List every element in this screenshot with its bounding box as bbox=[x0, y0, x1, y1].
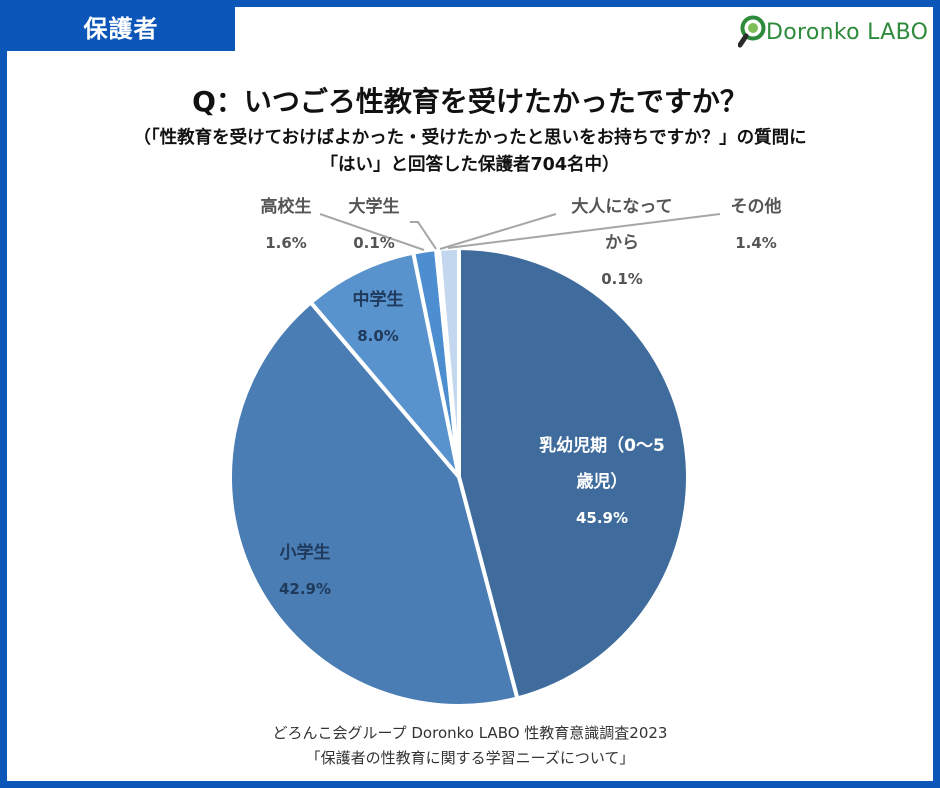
slice-value-5: 0.1% bbox=[601, 270, 643, 288]
pie-slices bbox=[228, 246, 690, 708]
slice-value-3: 1.6% bbox=[265, 234, 307, 252]
logo: Doronko LABO bbox=[738, 12, 928, 52]
slice-label-2: 中学生 bbox=[353, 289, 404, 310]
pie-slice-1 bbox=[228, 300, 520, 708]
leader-line-5 bbox=[439, 213, 557, 250]
logo-text: Doronko LABO bbox=[766, 19, 929, 45]
leader-line-3 bbox=[319, 213, 425, 251]
slice-value-1: 42.9% bbox=[279, 580, 331, 598]
slice-labels: 乳幼児期（0〜5 歳児） 45.9% 小学生 42.9% 中学生 8.0% 高校生 1.6% 大学… bbox=[261, 196, 782, 598]
source-line1: どろんこ会グループ Doronko LABO 性教育意識調査2023 bbox=[272, 724, 668, 742]
slice-value-6: 1.4% bbox=[735, 234, 777, 252]
slice-value-2: 8.0% bbox=[357, 327, 399, 345]
slice-label-6: その他 bbox=[731, 196, 782, 217]
chart-subtitle-line1: （「性教育を受けておけばよかった・受けたかったと思いをお持ちですか？」の質問に bbox=[133, 128, 807, 148]
slice-label-3: 高校生 bbox=[261, 196, 312, 217]
slice-label-1: 小学生 bbox=[280, 542, 331, 563]
chart-subtitle-line2: 「はい」と回答した保護者704名中） bbox=[320, 155, 620, 175]
slice-label-5: から bbox=[605, 233, 639, 253]
slice-label-0: 歳児） bbox=[577, 471, 628, 492]
chart-title: Q：いつごろ性教育を受けたかったですか？ bbox=[192, 85, 748, 118]
pie-slice-0 bbox=[457, 246, 690, 701]
slice-label-5: 大人になって bbox=[571, 196, 672, 217]
pie-slice-2 bbox=[308, 250, 461, 479]
slice-label-4: 大学生 bbox=[349, 196, 400, 217]
leader-line-4 bbox=[410, 221, 437, 250]
slice-value-0: 45.9% bbox=[576, 509, 628, 527]
respondent-tag: 保護者 bbox=[7, 7, 235, 51]
leader-lines bbox=[319, 213, 721, 251]
leader-line-6 bbox=[447, 213, 721, 249]
source-line2: 「保護者の性教育に関する学習ニーズについて」 bbox=[305, 749, 635, 767]
slice-label-0: 乳幼児期（0〜5 bbox=[539, 435, 665, 456]
slice-value-4: 0.1% bbox=[353, 234, 395, 252]
magnifier-logo-icon bbox=[738, 15, 766, 48]
